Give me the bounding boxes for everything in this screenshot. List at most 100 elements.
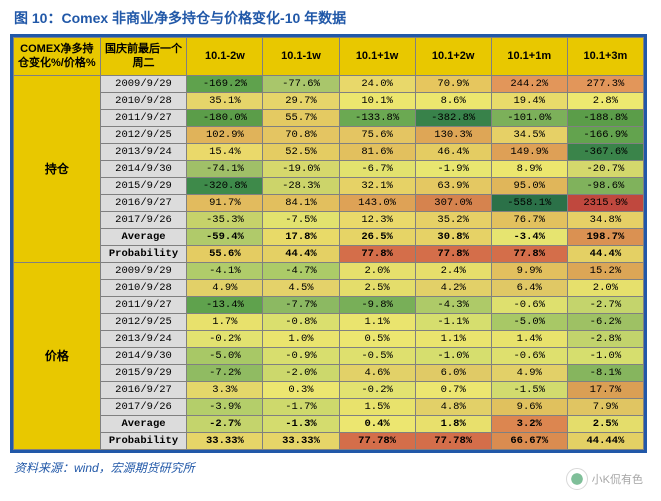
value-cell: 0.5% [339,330,415,347]
table-row: 2014/9/30-5.0%-0.9%-0.5%-1.0%-0.6%-1.0% [14,347,644,364]
value-cell: 4.6% [339,364,415,381]
value-cell: 2.8% [567,92,643,109]
value-cell: 44.4% [567,245,643,262]
value-cell: 26.5% [339,228,415,245]
value-cell: 35.1% [187,92,263,109]
value-cell: 1.1% [339,313,415,330]
watermark-text: 小K侃有色 [592,471,643,487]
value-cell: -7.5% [263,211,339,228]
value-cell: 55.7% [263,109,339,126]
value-cell: -1.1% [415,313,491,330]
value-cell: -1.3% [263,415,339,432]
value-cell: 4.8% [415,398,491,415]
value-cell: 10.1% [339,92,415,109]
value-cell: 198.7% [567,228,643,245]
value-cell: -98.6% [567,177,643,194]
watermark-icon [566,468,588,490]
table-row: 2015/9/29-320.8%-28.3%32.1%63.9%95.0%-98… [14,177,644,194]
value-cell: 8.6% [415,92,491,109]
value-cell: 35.2% [415,211,491,228]
value-cell: 17.7% [567,381,643,398]
value-cell: -74.1% [187,160,263,177]
value-cell: 44.4% [263,245,339,262]
table-row: Probability55.6%44.4%77.8%77.8%77.8%44.4… [14,245,644,262]
value-cell: -9.8% [339,296,415,313]
value-cell: 29.7% [263,92,339,109]
value-cell: -4.3% [415,296,491,313]
value-cell: 4.5% [263,279,339,296]
value-cell: -0.2% [339,381,415,398]
value-cell: 3.2% [491,415,567,432]
value-cell: 6.4% [491,279,567,296]
value-cell: 46.4% [415,143,491,160]
value-cell: 2.5% [567,415,643,432]
date-cell: 2011/9/27 [100,296,187,313]
value-cell: -3.9% [187,398,263,415]
value-cell: 143.0% [339,194,415,211]
value-cell: -1.7% [263,398,339,415]
date-cell: 2012/9/25 [100,126,187,143]
table-row: 2011/9/27-180.0%55.7%-133.8%-382.8%-101.… [14,109,644,126]
value-cell: 130.3% [415,126,491,143]
date-cell: 2012/9/25 [100,313,187,330]
value-cell: 1.7% [187,313,263,330]
value-cell: -1.5% [491,381,567,398]
value-cell: -166.9% [567,126,643,143]
value-cell: -0.9% [263,347,339,364]
value-cell: 17.8% [263,228,339,245]
table-row: 2017/9/26-3.9%-1.7%1.5%4.8%9.6%7.9% [14,398,644,415]
value-cell: 9.9% [491,262,567,279]
value-cell: -320.8% [187,177,263,194]
date-cell: 2015/9/29 [100,177,187,194]
header-date: 国庆前最后一个周二 [100,38,187,76]
value-cell: 70.9% [415,75,491,92]
date-cell: 2016/9/27 [100,381,187,398]
value-cell: -188.8% [567,109,643,126]
value-cell: -7.7% [263,296,339,313]
value-cell: 277.3% [567,75,643,92]
table-row: 价格2009/9/29-4.1%-4.7%2.0%2.4%9.9%15.2% [14,262,644,279]
date-cell: Probability [100,432,187,449]
header-col-0: 10.1-2w [187,38,263,76]
value-cell: 77.8% [339,245,415,262]
value-cell: -1.0% [415,347,491,364]
date-cell: 2011/9/27 [100,109,187,126]
date-cell: 2013/9/24 [100,143,187,160]
table-row: 2011/9/27-13.4%-7.7%-9.8%-4.3%-0.6%-2.7% [14,296,644,313]
value-cell: 30.8% [415,228,491,245]
table-row: 2015/9/29-7.2%-2.0%4.6%6.0%4.9%-8.1% [14,364,644,381]
value-cell: 33.33% [187,432,263,449]
value-cell: -101.0% [491,109,567,126]
header-col-3: 10.1+2w [415,38,491,76]
value-cell: 4.2% [415,279,491,296]
value-cell: -382.8% [415,109,491,126]
value-cell: 2.0% [567,279,643,296]
value-cell: -4.1% [187,262,263,279]
value-cell: -13.4% [187,296,263,313]
table-row: 2016/9/273.3%0.3%-0.2%0.7%-1.5%17.7% [14,381,644,398]
value-cell: 15.2% [567,262,643,279]
date-cell: 2013/9/24 [100,330,187,347]
table-row: 2010/9/284.9%4.5%2.5%4.2%6.4%2.0% [14,279,644,296]
value-cell: -7.2% [187,364,263,381]
value-cell: 15.4% [187,143,263,160]
value-cell: 77.78% [339,432,415,449]
value-cell: -558.1% [491,194,567,211]
date-cell: Average [100,415,187,432]
table-row: 2012/9/25102.9%70.8%75.6%130.3%34.5%-166… [14,126,644,143]
value-cell: 9.6% [491,398,567,415]
value-cell: 44.44% [567,432,643,449]
value-cell: 19.4% [491,92,567,109]
value-cell: 244.2% [491,75,567,92]
value-cell: 307.0% [415,194,491,211]
value-cell: 2.5% [339,279,415,296]
value-cell: -0.5% [339,347,415,364]
value-cell: 2.4% [415,262,491,279]
value-cell: -133.8% [339,109,415,126]
value-cell: 7.9% [567,398,643,415]
value-cell: -1.0% [567,347,643,364]
value-cell: -2.8% [567,330,643,347]
value-cell: 4.9% [187,279,263,296]
value-cell: 77.78% [415,432,491,449]
value-cell: -1.9% [415,160,491,177]
